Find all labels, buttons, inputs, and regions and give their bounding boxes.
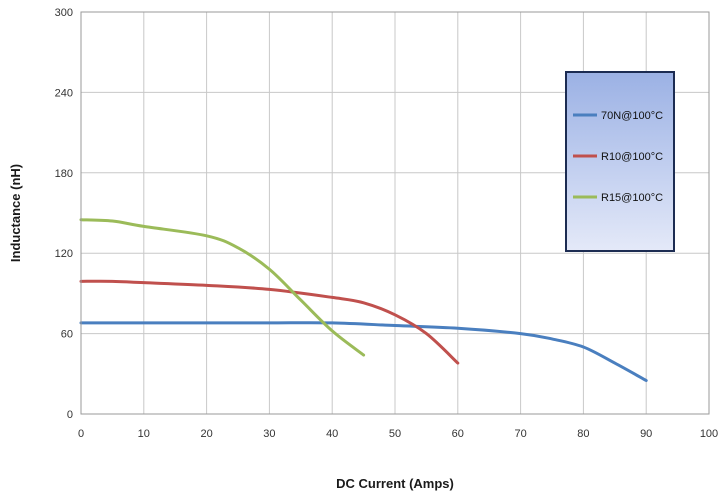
x-tick-label: 90 bbox=[640, 428, 652, 440]
y-tick-labels: 0 60 120 180 240 300 bbox=[55, 7, 73, 421]
series-line-r10 bbox=[79, 279, 460, 365]
series-line-70n bbox=[79, 321, 648, 382]
x-tick-label: 20 bbox=[200, 428, 212, 440]
y-tick-label: 60 bbox=[61, 329, 73, 341]
series-line-r15 bbox=[79, 218, 366, 357]
series-lines bbox=[79, 218, 648, 382]
x-tick-label: 40 bbox=[326, 428, 338, 440]
y-tick-label: 180 bbox=[55, 168, 73, 180]
x-tick-label: 0 bbox=[78, 428, 84, 440]
legend-label-70n: 70N@100°C bbox=[601, 110, 663, 122]
y-tick-label: 240 bbox=[55, 87, 73, 99]
y-axis-title: Inductance (nH) bbox=[8, 164, 23, 262]
x-tick-label: 50 bbox=[389, 428, 401, 440]
x-tick-label: 70 bbox=[514, 428, 526, 440]
y-tick-label: 0 bbox=[67, 409, 73, 421]
legend-box bbox=[565, 71, 675, 252]
x-axis-title: DC Current (Amps) bbox=[336, 476, 454, 491]
x-tick-labels: 0 10 20 30 40 50 60 70 80 90 100 bbox=[78, 428, 718, 440]
x-tick-label: 80 bbox=[577, 428, 589, 440]
y-tick-label: 300 bbox=[55, 7, 73, 19]
x-tick-label: 60 bbox=[452, 428, 464, 440]
plot-frame bbox=[80, 11, 710, 415]
x-tick-label: 30 bbox=[263, 428, 275, 440]
legend-label-r10: R10@100°C bbox=[601, 151, 663, 163]
y-tick-label: 120 bbox=[55, 248, 73, 260]
x-tick-label: 10 bbox=[138, 428, 150, 440]
x-tick-label: 100 bbox=[700, 428, 718, 440]
legend: 70N@100°C R10@100°C R15@100°C bbox=[565, 71, 675, 252]
legend-label-r15: R15@100°C bbox=[601, 192, 663, 204]
